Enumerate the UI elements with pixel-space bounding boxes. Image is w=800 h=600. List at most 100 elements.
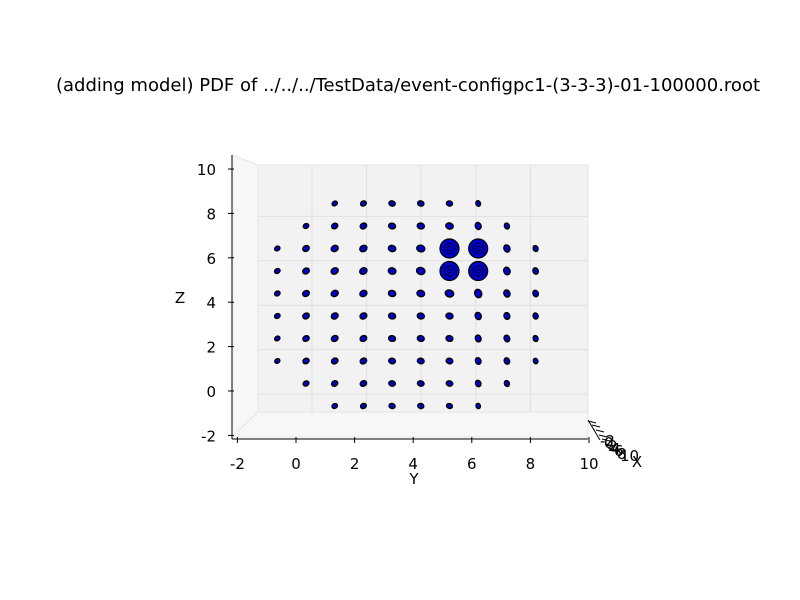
data-point-marker — [330, 334, 339, 343]
data-point — [331, 200, 339, 207]
data-point-marker — [503, 311, 511, 321]
data-point-marker — [532, 267, 540, 275]
data-point — [416, 200, 425, 207]
y-tick-label: 4 — [408, 455, 418, 473]
x-tick-label: 4 — [611, 440, 621, 458]
x-tick-mark — [598, 434, 608, 438]
data-point — [502, 266, 511, 276]
data-point — [387, 267, 397, 275]
data-point — [301, 289, 311, 298]
data-point-marker — [330, 380, 339, 387]
data-point-core — [447, 246, 452, 251]
data-point-marker — [416, 312, 426, 320]
data-point-marker — [445, 334, 454, 343]
data-point-marker — [444, 289, 455, 298]
data-point-marker — [416, 200, 425, 207]
data-point — [468, 260, 489, 282]
data-point-marker — [532, 289, 540, 298]
data-point-marker — [330, 357, 339, 365]
data-point — [359, 334, 368, 343]
data-point-marker — [416, 222, 426, 230]
z-tick-label: 0 — [206, 383, 216, 401]
data-point-marker — [416, 357, 425, 365]
data-point — [302, 380, 310, 387]
data-point — [302, 357, 310, 365]
x-tick-mark — [587, 420, 597, 424]
data-point — [445, 380, 454, 387]
y-tick-label: 10 — [579, 455, 598, 473]
data-point-inner-ring — [443, 265, 456, 277]
x-tick-mark — [604, 443, 614, 447]
data-point-marker — [330, 312, 339, 320]
data-point-marker — [388, 200, 396, 207]
data-point-marker — [388, 357, 397, 365]
data-point — [503, 244, 511, 253]
z-tick-label: 2 — [206, 339, 216, 357]
data-point-marker — [387, 312, 397, 320]
data-point-marker — [532, 334, 539, 343]
data-point-marker — [503, 334, 511, 343]
data-point — [302, 334, 310, 343]
data-point — [387, 312, 397, 320]
data-point-marker — [302, 357, 310, 365]
data-point-marker — [416, 334, 425, 343]
data-point — [387, 334, 397, 343]
data-point-inner-ring — [472, 242, 484, 255]
x-tick-mark — [595, 429, 605, 433]
data-point-marker — [439, 238, 460, 259]
data-point-marker — [359, 379, 368, 388]
data-point-marker — [416, 289, 426, 298]
data-point — [416, 289, 426, 298]
data-point-marker — [387, 267, 397, 275]
data-point-marker — [387, 244, 397, 253]
z-tick-label: 10 — [197, 161, 216, 179]
data-point-marker — [388, 402, 396, 410]
data-point — [503, 357, 511, 365]
data-point — [474, 311, 482, 321]
data-point-marker — [532, 312, 539, 320]
data-point — [273, 335, 281, 342]
data-point — [474, 379, 482, 388]
data-point-marker — [359, 200, 367, 207]
data-point — [439, 260, 460, 282]
data-point — [444, 289, 455, 298]
chart-title: (adding model) PDF of ../../../TestData/… — [56, 75, 760, 96]
data-point — [387, 244, 397, 253]
data-point — [474, 334, 482, 343]
data-point-marker — [503, 289, 511, 298]
data-point-inner-ring — [443, 242, 456, 255]
data-point-marker — [445, 312, 454, 320]
data-point-marker — [302, 222, 310, 230]
y-tick-label: 8 — [526, 455, 536, 473]
data-point-marker — [468, 260, 489, 282]
data-point — [273, 267, 281, 275]
data-point-marker — [532, 244, 539, 253]
data-point — [445, 357, 454, 365]
data-point-marker — [331, 402, 339, 410]
data-point-marker — [302, 244, 310, 253]
data-point — [274, 358, 281, 364]
data-point-marker — [273, 290, 281, 297]
x-tick-label: 0 — [604, 434, 614, 452]
x-tick-label: 10 — [620, 447, 639, 465]
data-point-core — [475, 268, 481, 274]
data-point-core — [447, 268, 452, 274]
data-point — [331, 402, 339, 410]
data-point-marker — [468, 238, 489, 259]
data-point — [273, 245, 281, 252]
data-point-inner-ring — [472, 265, 484, 277]
data-point-marker — [273, 245, 281, 252]
data-point-marker — [445, 222, 454, 230]
data-point-marker — [416, 244, 426, 253]
data-point-marker — [474, 379, 482, 388]
data-point — [330, 289, 339, 298]
data-point — [415, 266, 426, 276]
x-axis-label: X — [632, 453, 642, 471]
data-point-marker — [475, 402, 482, 410]
data-point — [445, 200, 454, 207]
z-tick-label: 6 — [206, 250, 216, 268]
data-point — [532, 312, 539, 320]
data-point-marker — [273, 335, 281, 342]
data-point-marker — [474, 356, 482, 366]
data-point-marker — [359, 312, 368, 320]
